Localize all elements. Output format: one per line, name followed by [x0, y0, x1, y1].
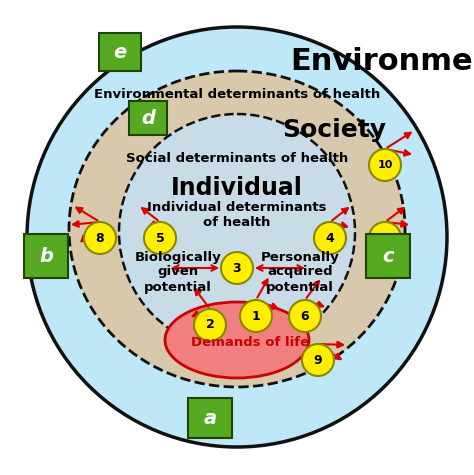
Text: 3: 3 [233, 262, 241, 275]
Text: d: d [141, 108, 155, 127]
Circle shape [369, 149, 401, 181]
Text: 2: 2 [206, 319, 214, 332]
Text: Environment: Environment [290, 48, 474, 76]
Text: 6: 6 [301, 310, 310, 323]
Text: Biologically
given
potential: Biologically given potential [135, 250, 221, 294]
Circle shape [194, 309, 226, 341]
Text: a: a [203, 408, 217, 428]
Ellipse shape [165, 302, 309, 378]
Text: 7: 7 [381, 231, 389, 245]
Text: Environmental determinants of health: Environmental determinants of health [94, 88, 380, 102]
Text: 9: 9 [314, 353, 322, 367]
Text: Social determinants of health: Social determinants of health [126, 152, 348, 164]
Circle shape [289, 300, 321, 332]
Circle shape [84, 222, 116, 254]
Text: Personally
acquired
potential: Personally acquired potential [261, 250, 339, 294]
Circle shape [302, 344, 334, 376]
Text: Demands of life: Demands of life [191, 335, 309, 349]
FancyBboxPatch shape [188, 398, 232, 438]
Circle shape [27, 27, 447, 447]
Text: 8: 8 [96, 231, 104, 245]
Circle shape [369, 222, 401, 254]
Text: e: e [113, 42, 127, 61]
Text: Individual: Individual [171, 176, 303, 200]
FancyBboxPatch shape [129, 101, 167, 135]
Text: 5: 5 [155, 231, 164, 245]
Text: c: c [382, 247, 394, 266]
Text: Society: Society [282, 118, 386, 142]
Circle shape [144, 222, 176, 254]
Circle shape [240, 300, 272, 332]
Text: 10: 10 [377, 160, 392, 170]
Text: 4: 4 [326, 231, 334, 245]
Text: Individual determinants
of health: Individual determinants of health [147, 201, 327, 229]
FancyBboxPatch shape [99, 33, 141, 71]
FancyBboxPatch shape [24, 234, 68, 278]
Text: b: b [39, 247, 53, 266]
FancyBboxPatch shape [366, 234, 410, 278]
Ellipse shape [69, 71, 405, 387]
Circle shape [221, 252, 253, 284]
Circle shape [314, 222, 346, 254]
Circle shape [119, 114, 355, 350]
Text: 1: 1 [252, 310, 260, 323]
